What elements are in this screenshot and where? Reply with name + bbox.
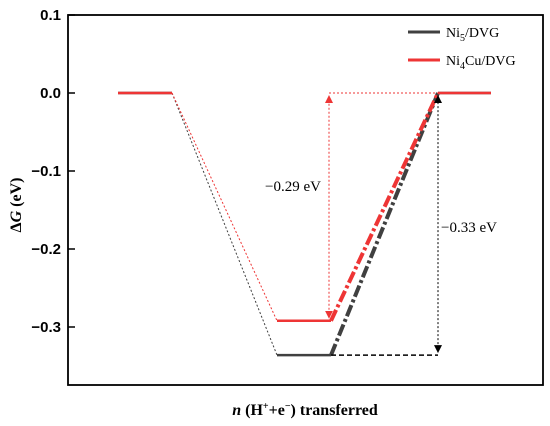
annotation-label-ni5: −0.33 eV [441, 220, 497, 236]
x-axis-title: n (H++e−) transferred [232, 401, 378, 419]
connector-step2 [329, 92, 440, 356]
y-axis-ticks: 0.1 0.0 −0.1 −0.2 −0.3 [31, 7, 75, 336]
plot-frame [67, 14, 544, 386]
y-tick-label: 0.0 [40, 85, 61, 102]
annotations [325, 92, 442, 356]
annotation-label-ni4cu: −0.29 eV [265, 179, 321, 195]
connector-step1 [171, 92, 278, 356]
legend-label-ni4cu: Ni4Cu/DVG [446, 54, 516, 72]
legend-label-ni5: Ni5/DVG [446, 26, 499, 44]
connector-lines [171, 92, 440, 356]
y-tick-label: −0.3 [31, 319, 61, 336]
y-tick-label: −0.2 [31, 241, 61, 258]
connector-step1 [171, 92, 278, 321]
energy-levels [118, 91, 491, 357]
y-tick-label: −0.1 [31, 163, 61, 180]
y-axis-title: ΔG (eV) [8, 178, 25, 233]
legend: Ni5/DVG Ni4Cu/DVG [408, 26, 516, 72]
connector-step2 [329, 92, 440, 322]
y-tick-label: 0.1 [40, 7, 61, 24]
